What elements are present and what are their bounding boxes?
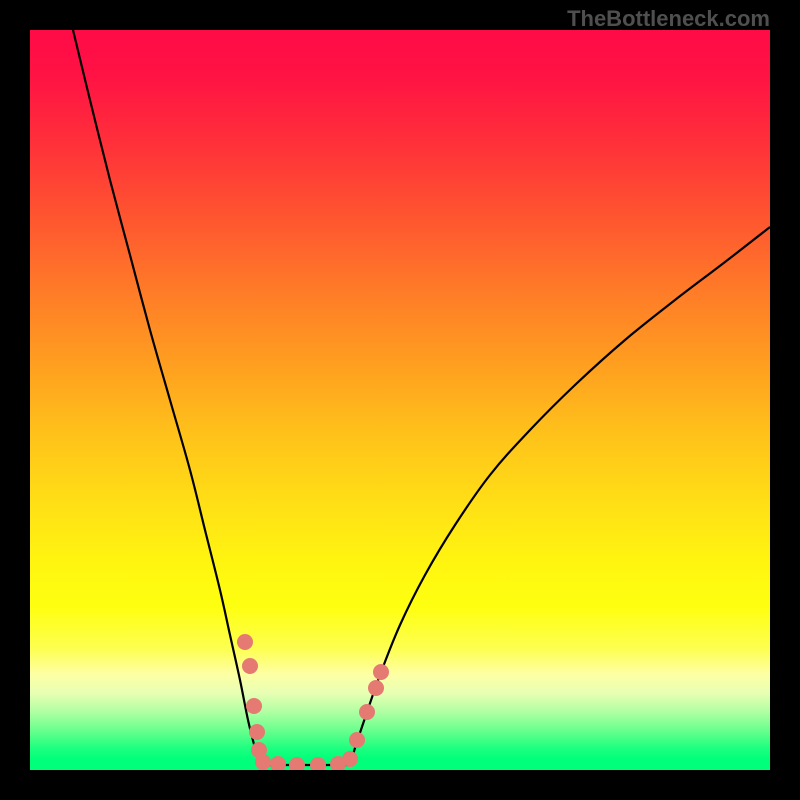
left-curve [73, 30, 260, 765]
chart-frame: TheBottleneck.com [0, 0, 800, 800]
data-point [342, 751, 358, 767]
watermark-text: TheBottleneck.com [567, 6, 770, 32]
data-point [373, 664, 389, 680]
data-point [237, 634, 253, 650]
plot-area [30, 30, 770, 770]
data-point [368, 680, 384, 696]
data-point [242, 658, 258, 674]
right-curve [350, 227, 770, 765]
curve-layer [30, 30, 770, 770]
data-point [270, 756, 286, 770]
data-point [246, 698, 262, 714]
data-markers [237, 634, 389, 770]
data-point [249, 724, 265, 740]
data-point [289, 757, 305, 770]
data-point [310, 757, 326, 770]
data-point [359, 704, 375, 720]
data-point [349, 732, 365, 748]
data-point [255, 754, 271, 770]
